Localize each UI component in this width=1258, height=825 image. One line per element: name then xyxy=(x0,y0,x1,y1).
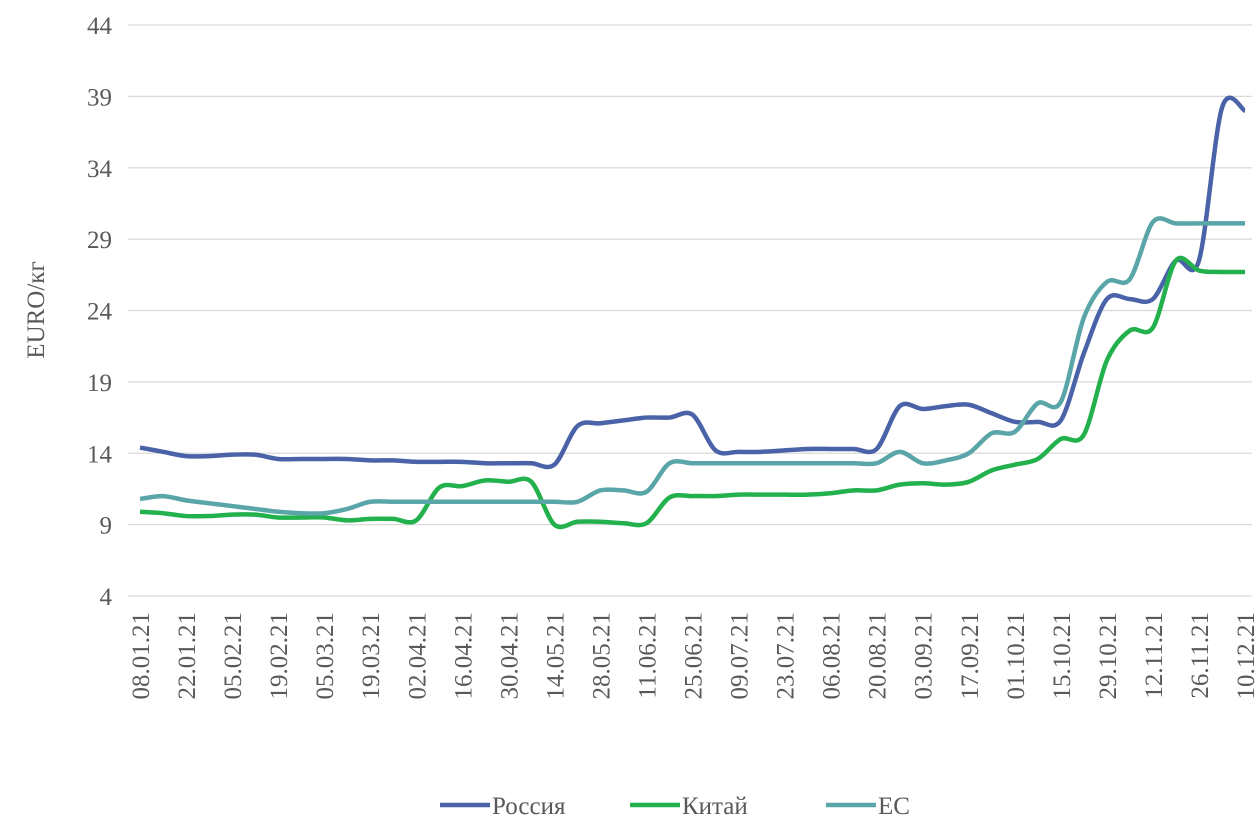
y-tick-label: 34 xyxy=(87,156,113,183)
x-tick-label: 10.12.21 xyxy=(1233,612,1258,700)
x-tick-label: 30.04.21 xyxy=(496,612,523,700)
x-tick-label: 03.09.21 xyxy=(911,612,938,700)
x-tick-label: 22.01.21 xyxy=(174,612,201,700)
x-tick-label: 26.11.21 xyxy=(1187,612,1214,699)
x-tick-label: 29.10.21 xyxy=(1095,612,1122,700)
x-tick-label: 05.03.21 xyxy=(312,612,339,700)
legend-label: ЕС xyxy=(878,793,910,820)
y-tick-label: 39 xyxy=(87,84,112,111)
legend-label: Россия xyxy=(492,793,566,820)
x-tick-label: 16.04.21 xyxy=(450,612,477,700)
y-tick-label: 29 xyxy=(87,227,112,254)
x-tick-label: 15.10.21 xyxy=(1049,612,1076,700)
x-tick-label: 02.04.21 xyxy=(404,612,431,700)
series-line xyxy=(139,95,1247,470)
legend-label: Китай xyxy=(682,793,748,820)
x-tick-label: 20.08.21 xyxy=(865,612,892,700)
y-tick-label: 19 xyxy=(87,370,112,397)
x-tick-label: 12.11.21 xyxy=(1141,612,1168,699)
y-axis-title: EURO/кг xyxy=(23,261,50,358)
y-tick-label: 4 xyxy=(100,584,113,611)
x-tick-label: 28.05.21 xyxy=(588,612,615,700)
x-tick-label: 19.02.21 xyxy=(266,612,293,700)
y-tick-label: 14 xyxy=(87,441,113,468)
x-tick-label: 01.10.21 xyxy=(1003,612,1030,700)
x-tick-label: 11.06.21 xyxy=(634,612,661,699)
y-tick-label: 44 xyxy=(87,13,113,40)
x-tick-label: 05.02.21 xyxy=(220,612,247,700)
series-line xyxy=(139,255,1246,530)
y-tick-label: 9 xyxy=(100,513,113,540)
x-tick-label: 14.05.21 xyxy=(542,612,569,700)
x-tick-label: 09.07.21 xyxy=(727,612,754,700)
x-tick-label: 08.01.21 xyxy=(128,612,155,700)
x-tick-label: 19.03.21 xyxy=(358,612,385,700)
x-tick-label: 23.07.21 xyxy=(773,612,800,700)
x-tick-label: 17.09.21 xyxy=(957,612,984,700)
x-tick-label: 06.08.21 xyxy=(819,612,846,700)
series-line xyxy=(139,216,1245,516)
x-tick-label: 25.06.21 xyxy=(681,612,708,700)
y-tick-label: 24 xyxy=(87,299,113,326)
